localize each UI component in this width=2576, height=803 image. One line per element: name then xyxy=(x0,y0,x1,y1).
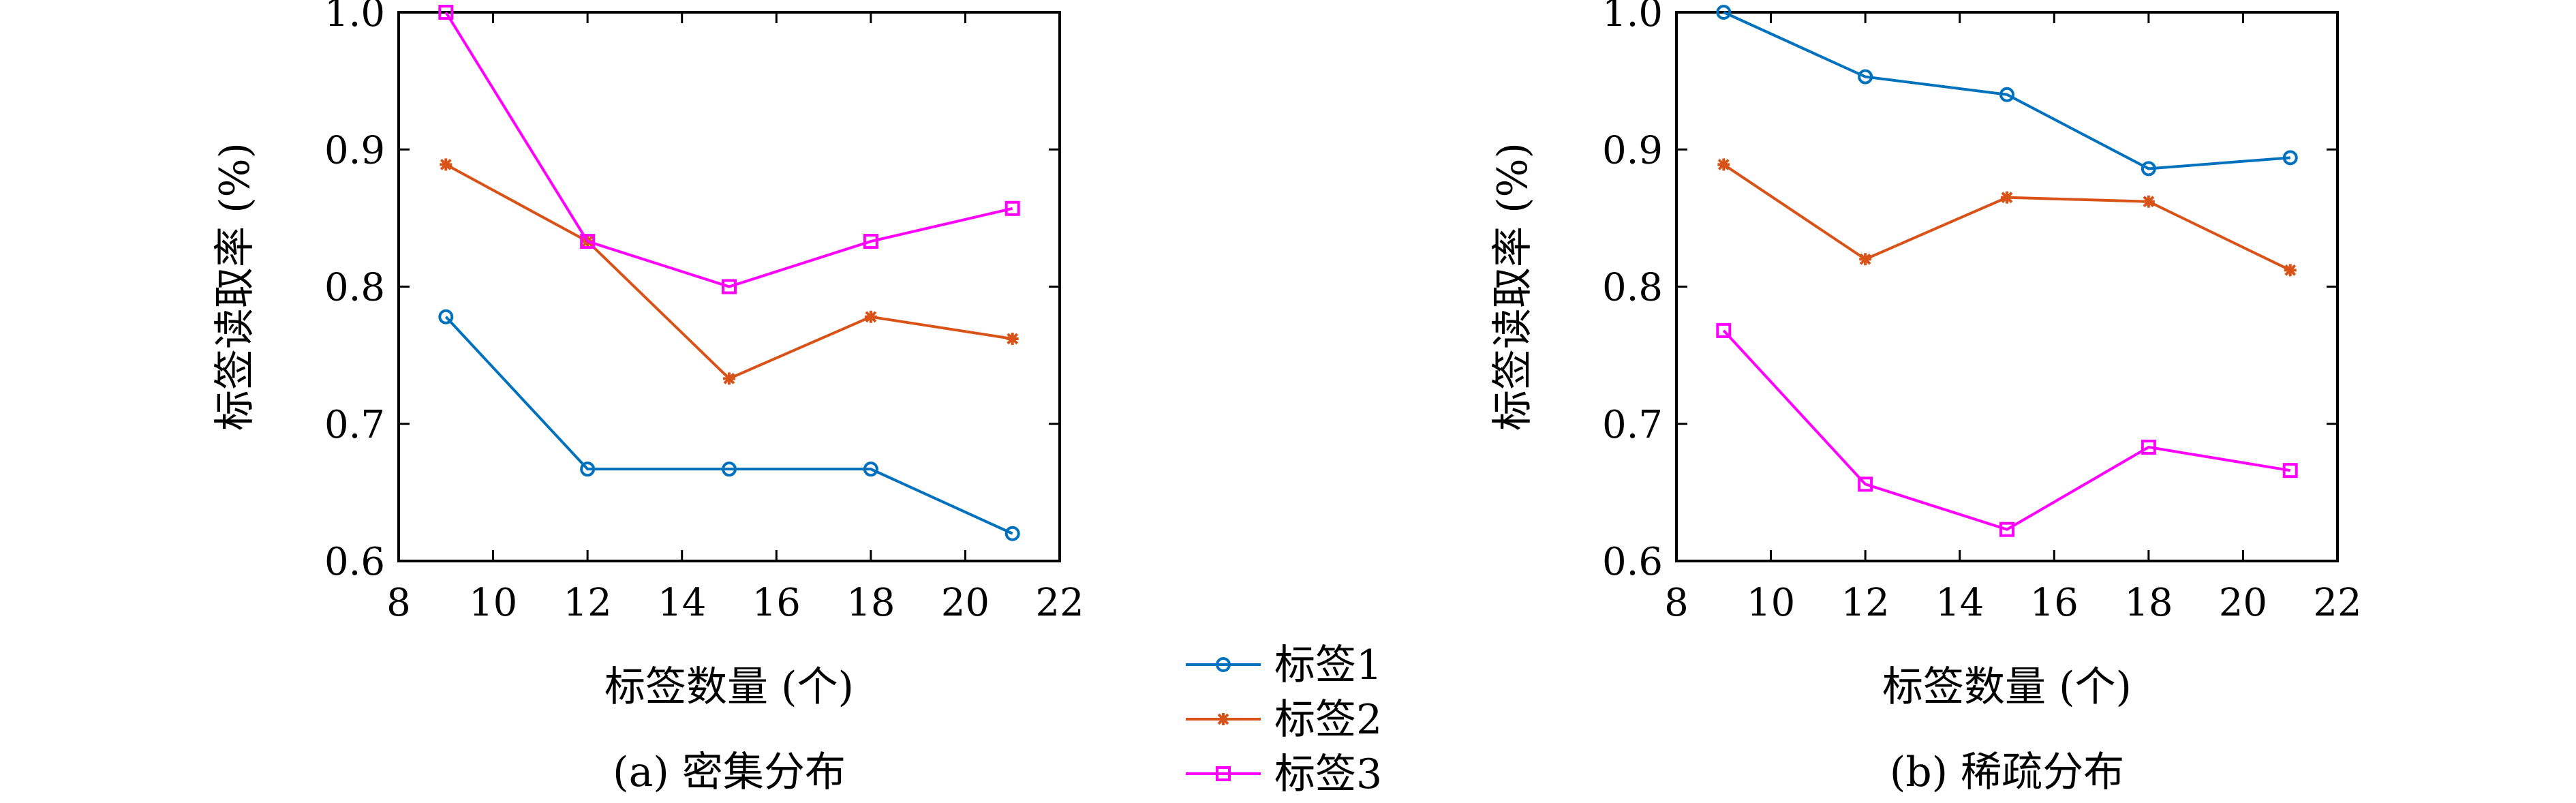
panel-caption: (a) 密集分布 xyxy=(613,748,846,796)
data-point xyxy=(1859,253,1872,266)
data-point xyxy=(580,461,596,477)
series-line xyxy=(444,316,1013,535)
data-point xyxy=(722,279,737,294)
data-point xyxy=(1858,69,1873,85)
data-point xyxy=(440,158,453,171)
data-point xyxy=(1999,521,2014,537)
y-tick-label: 0.9 xyxy=(324,128,385,172)
series-line xyxy=(1722,329,2291,531)
data-point xyxy=(1716,5,1732,20)
data-point xyxy=(863,234,878,249)
x-tick-label: 14 xyxy=(1935,581,1984,625)
legend: 标签1 标签2 标签3 xyxy=(1186,641,1382,798)
data-point xyxy=(2142,195,2155,208)
data-point xyxy=(723,372,735,385)
x-tick-label: 16 xyxy=(752,581,801,625)
data-point xyxy=(2282,463,2298,479)
y-axis-label: 标签读取率 (%) xyxy=(211,142,259,431)
y-tick-label: 0.9 xyxy=(1602,128,1663,172)
y-tick-label: 1.0 xyxy=(1602,0,1663,35)
y-tick-label: 0.8 xyxy=(324,266,385,310)
x-axis-label: 标签数量 (个) xyxy=(604,663,854,711)
y-tick-label: 1.0 xyxy=(324,0,385,35)
legend-entry-1: 标签1 xyxy=(1186,641,1382,689)
x-tick-label: 22 xyxy=(2313,581,2361,625)
x-tick-label: 20 xyxy=(941,581,990,625)
series-3 xyxy=(438,5,1020,294)
data-point xyxy=(1006,332,1019,345)
y-tick-label: 0.6 xyxy=(324,540,385,584)
legend-marker xyxy=(1217,713,1229,725)
legend-entry-3: 标签3 xyxy=(1186,751,1382,798)
data-point xyxy=(1005,526,1020,541)
y-axis-label: 标签读取率 (%) xyxy=(1489,142,1537,431)
x-tick-label: 8 xyxy=(1664,581,1689,625)
x-tick-label: 18 xyxy=(2124,581,2173,625)
series-line xyxy=(444,11,1013,288)
data-point xyxy=(1716,322,1732,338)
series-2 xyxy=(1717,158,2297,277)
data-point xyxy=(2001,191,2013,204)
legend-label: 标签2 xyxy=(1274,696,1382,744)
x-tick-label: 12 xyxy=(564,581,612,625)
x-tick-label: 10 xyxy=(1747,581,1795,625)
data-point xyxy=(722,461,737,477)
series-line xyxy=(1723,163,2291,272)
legend-marker xyxy=(1216,766,1231,781)
x-tick-label: 8 xyxy=(386,581,411,625)
data-point xyxy=(1858,476,1873,492)
series-line xyxy=(445,163,1013,380)
data-point xyxy=(580,234,596,249)
data-point xyxy=(2282,150,2298,166)
panel-dense: 8 10 12 14 16 18 20 22 0.6 0.7 0.8 0.9 1.0 标签数量 (个) 标签… xyxy=(211,0,1084,796)
series-1 xyxy=(1716,5,2298,177)
series-line xyxy=(1723,11,2290,170)
x-tick-label: 12 xyxy=(1841,581,1890,625)
data-point xyxy=(1717,158,1730,171)
series-1 xyxy=(438,309,1020,541)
data-point xyxy=(2141,439,2156,455)
x-tick-label: 20 xyxy=(2219,581,2267,625)
legend-entry-2: 标签2 xyxy=(1186,696,1382,744)
data-point xyxy=(438,309,454,324)
y-tick-label: 0.6 xyxy=(1602,540,1663,584)
legend-label: 标签1 xyxy=(1274,641,1382,689)
panel-sparse: 8 10 12 14 16 18 20 22 0.6 0.7 0.8 0.9 1.0 标签数量 (个) 标签… xyxy=(1489,0,2362,796)
data-point xyxy=(1005,200,1020,216)
data-point xyxy=(864,310,877,323)
data-point xyxy=(2284,264,2297,277)
data-point xyxy=(2141,161,2156,177)
data-point xyxy=(863,461,878,477)
series-3 xyxy=(1716,322,2298,537)
y-tick-label: 0.7 xyxy=(1602,403,1663,447)
legend-label: 标签3 xyxy=(1274,751,1382,798)
x-tick-label: 18 xyxy=(846,581,895,625)
y-tick-label: 0.7 xyxy=(324,403,385,447)
data-point xyxy=(438,5,454,20)
x-tick-label: 10 xyxy=(469,581,517,625)
x-tick-label: 22 xyxy=(1035,581,1084,625)
series-2 xyxy=(440,158,1019,385)
legend-marker xyxy=(1216,657,1231,672)
x-axis-label: 标签数量 (个) xyxy=(1882,663,2132,711)
panel-caption: (b) 稀疏分布 xyxy=(1890,748,2124,796)
y-tick-label: 0.8 xyxy=(1602,266,1663,310)
data-point xyxy=(1999,87,2014,102)
x-tick-label: 14 xyxy=(658,581,706,625)
x-tick-label: 16 xyxy=(2030,581,2079,625)
